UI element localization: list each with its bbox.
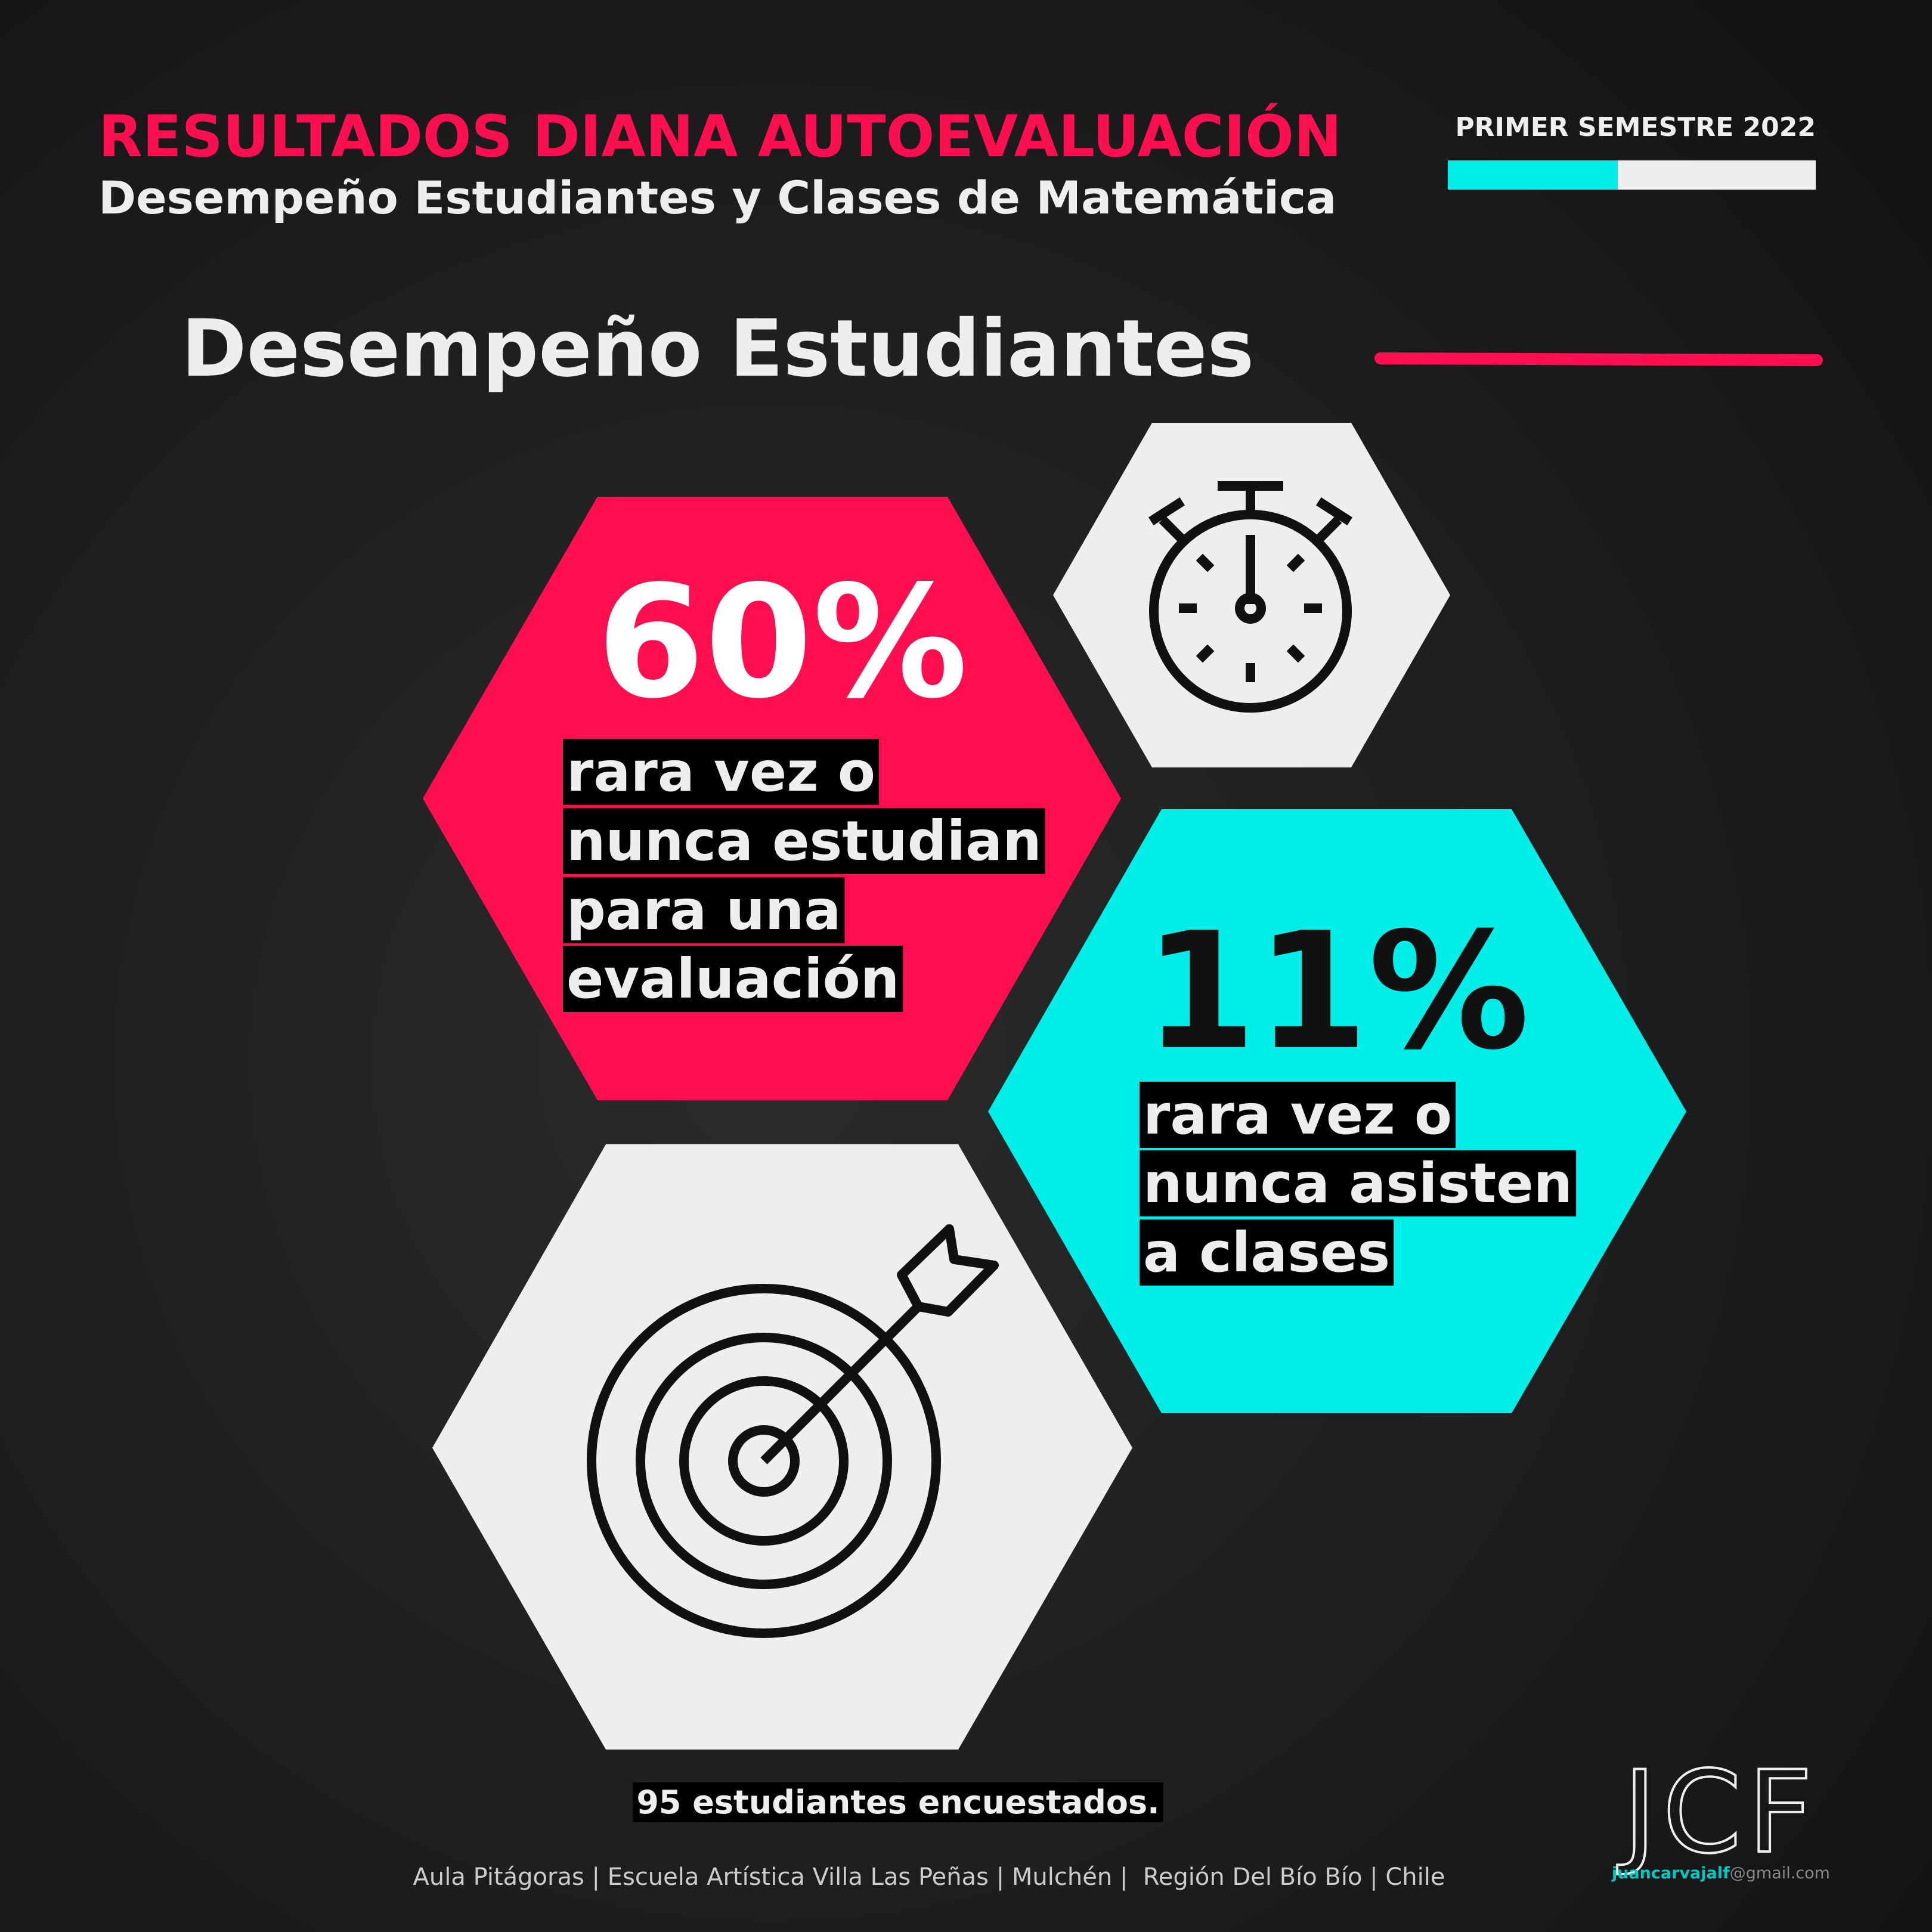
stopwatch-icon [1148,481,1353,713]
stat-line: rara vez o [566,740,875,804]
target-icon [587,1224,999,1638]
text-highlight [563,946,903,1012]
period: PRIMER SEMESTRE 2022 [1455,112,1816,143]
footer: Aula Pitágoras | Escuela Artística Villa… [413,1863,1445,1891]
logo-email: juancarvajalf@gmail.com [1611,1864,1830,1883]
note: 95 estudiantes encuestados. [636,1784,1159,1821]
title: RESULTADOS DIANA AUTOEVALUACIÓN [98,103,1342,170]
section-rule [1374,352,1823,366]
stat-line: rara vez o [1143,1083,1452,1147]
stat-line: nunca estudian [566,809,1042,873]
stat-value: 60% [597,553,968,733]
text-highlight [563,808,1045,874]
stat-value: 11% [1144,897,1530,1085]
stat-line: a clases [1143,1221,1390,1284]
text-highlight [1140,1150,1577,1216]
text-highlight [563,877,845,943]
stat-line: nunca asisten [1143,1151,1572,1215]
stat-line: evaluación [566,947,899,1011]
section-title: Desempeño Estudiantes [181,303,1254,395]
period-bar-fill [1448,160,1618,190]
highlighted-text: rara vez o nunca estudian para una evalu… [563,739,1577,1822]
logo-mark: JCF [1617,1747,1819,1878]
subtitle: Desempeño Estudiantes y Clases de Matemá… [98,171,1336,224]
text-highlight [1140,1082,1456,1148]
email-domain: @gmail.com [1730,1864,1830,1883]
email-user: juancarvajalf [1611,1864,1730,1883]
text-highlight [1140,1219,1394,1286]
text-highlight [563,739,880,805]
text-highlight [633,1782,1163,1822]
stat-line: para una [566,878,841,942]
